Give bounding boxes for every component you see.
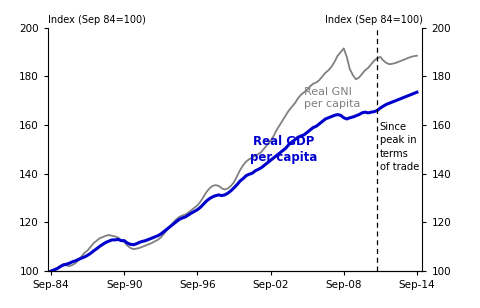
Text: Real GDP
per capita: Real GDP per capita [250,135,317,164]
Text: Index (Sep 84=100): Index (Sep 84=100) [324,15,422,25]
Text: Since
peak in
terms
of trade: Since peak in terms of trade [380,122,419,172]
Text: Real GNI
per capita: Real GNI per capita [304,87,360,109]
Text: Index (Sep 84=100): Index (Sep 84=100) [48,15,146,25]
